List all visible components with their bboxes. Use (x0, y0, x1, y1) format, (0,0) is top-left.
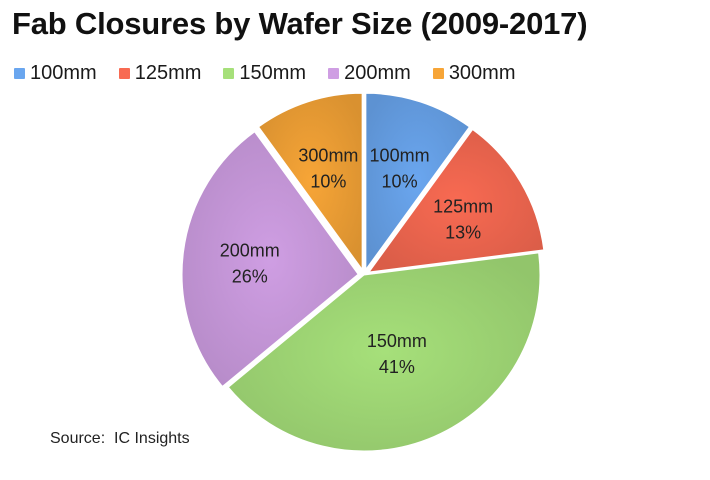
slice-pct-125mm: 13% (445, 222, 481, 242)
legend-label-150mm: 150mm (239, 62, 307, 84)
slice-label-150mm: 150mm (367, 331, 427, 351)
legend-item-200mm: 200mm (328, 62, 411, 85)
legend-label-200mm: 200mm (344, 62, 411, 84)
legend-item-100mm: 100mm (14, 62, 97, 85)
legend-swatch-300mm (432, 68, 444, 79)
slice-pct-100mm: 10% (382, 172, 418, 192)
legend-swatch-100mm (14, 68, 25, 79)
legend-swatch-150mm (223, 68, 235, 79)
pie-slice-200mm (181, 131, 359, 388)
legend-swatch-125mm (118, 68, 130, 79)
slice-pct-150mm: 41% (379, 357, 415, 377)
source-note: Source: IC Insights (50, 430, 190, 447)
legend-item-300mm: 300mm (432, 62, 516, 85)
pie-slice-150mm (227, 252, 541, 452)
chart-title: Fab Closures by Wafer Size (2009-2017) (12, 6, 588, 41)
pie-slice-100mm (365, 92, 471, 271)
slice-pct-200mm: 26% (232, 267, 268, 287)
slice-label-200mm: 200mm (220, 241, 280, 261)
legend-label-125mm: 125mm (134, 62, 202, 84)
slice-label-125mm: 125mm (433, 196, 493, 216)
slice-label-300mm: 300mm (298, 146, 358, 166)
chart-legend: 100mm 125mm 150mm 200mm 300mm (14, 62, 538, 85)
slice-label-100mm: 100mm (370, 146, 430, 166)
legend-item-150mm: 150mm (223, 62, 306, 85)
pie-slice-125mm (368, 128, 545, 273)
legend-item-125mm: 125mm (118, 62, 202, 85)
legend-label-300mm: 300mm (448, 62, 516, 84)
slice-pct-300mm: 10% (310, 172, 346, 192)
pie-slice-300mm (257, 92, 363, 271)
legend-swatch-200mm (328, 68, 340, 79)
legend-label-100mm: 100mm (30, 62, 97, 84)
